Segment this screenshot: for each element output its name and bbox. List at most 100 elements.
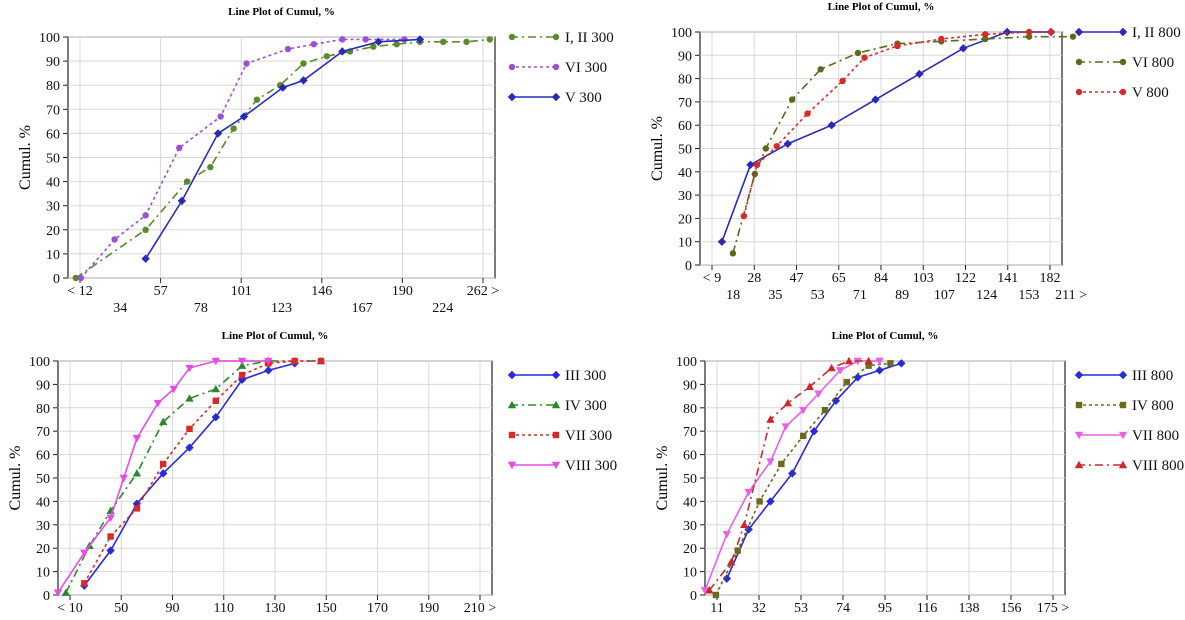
chart-2-xtick-label-lower: 153 — [1018, 288, 1039, 303]
chart-4-series-1-point — [809, 427, 819, 436]
chart-4-ytick-label: 60 — [683, 449, 697, 464]
chart-4-series-2-point — [778, 460, 785, 468]
chart-3-series-4 — [53, 357, 273, 597]
chart-1-series-3-point — [141, 254, 150, 263]
chart-3-legend-marker — [551, 461, 561, 470]
chart-3-series-3-point — [160, 460, 167, 468]
chart-3-ytick-label: 80 — [36, 402, 50, 417]
chart-1-ytick-label: 10 — [46, 248, 60, 263]
chart-4-series-3-point — [814, 390, 823, 398]
chart-4-series-1-point — [897, 359, 906, 368]
chart-1-legend-item: I, II 300 — [508, 30, 614, 46]
chart-2-svg: Line Plot of Cumul, % 0 10 20 30 40 50 60 70 80 90… — [649, 1, 1181, 303]
chart-panel-3: Line Plot of Cumul, % 0 10 20 30 40 50 60 70 80 90… — [0, 325, 625, 620]
chart-2-xtick-label: 103 — [913, 271, 934, 286]
chart-2-xtick-label-lower: 71 — [853, 288, 867, 303]
chart-4-ytick-label: 0 — [690, 589, 697, 604]
chart-4-series-3-line — [704, 360, 880, 591]
chart-2-legend-marker — [1075, 58, 1083, 66]
chart-1-legend-marker — [551, 92, 561, 102]
chart-2-series-2-point — [762, 145, 770, 152]
chart-2-xtick-label: < 9 — [703, 271, 721, 286]
chart-3-series-4-point — [264, 357, 273, 366]
chart-4-series-4-point — [726, 558, 736, 566]
chart-1-series-3-point — [239, 112, 249, 121]
chart-2-series-1-point — [827, 121, 836, 130]
chart-1-series-2-point — [243, 60, 250, 67]
chart-1-legend-item: VI 300 — [508, 60, 607, 76]
chart-4-xtick-label: 116 — [917, 601, 937, 616]
chart-2-ytick-label: 40 — [678, 166, 692, 181]
chart-3-ytick-label: 60 — [36, 449, 50, 464]
chart-4-ytick-label: 100 — [676, 355, 697, 370]
chart-4-legend-item: IV 800 — [1075, 398, 1174, 414]
chart-2-series-2-point — [1069, 33, 1077, 40]
chart-4-xtick-label: 32 — [752, 601, 766, 616]
chart-4-series-3-point — [781, 423, 790, 431]
chart-3-series-4-point — [211, 357, 221, 366]
chart-3-legend-marker — [507, 370, 517, 380]
chart-1-series-1-point — [230, 125, 237, 132]
chart-4-ytick-label: 40 — [683, 495, 697, 510]
chart-1-series-1-line — [75, 38, 490, 279]
chart-2-ytick-label: 50 — [678, 143, 692, 158]
chart-1-ytick-label: 60 — [46, 127, 60, 142]
chart-1-legend-item: V 300 — [507, 90, 602, 106]
chart-4-legend-item: VII 800 — [1074, 428, 1179, 444]
chart-3-ylabel: Cumul. % — [7, 446, 24, 511]
chart-1-series-1-point — [440, 38, 447, 46]
chart-4-ytick-label: 20 — [683, 542, 697, 557]
chart-1-ytick-label: 50 — [46, 152, 60, 167]
chart-2-series-1-point — [959, 44, 968, 53]
chart-2-series-2-point — [854, 49, 862, 57]
chart-3-svg: Line Plot of Cumul, % 0 10 20 30 40 50 60 70 80 90… — [7, 330, 617, 616]
chart-2-legend-item: VI 800 — [1075, 55, 1174, 71]
chart-4-series-2-point — [712, 591, 720, 599]
chart-2-ylabel: Cumul. % — [649, 116, 666, 181]
chart-2-xtick-label-lower: 211 > — [1055, 288, 1087, 303]
chart-2-ytick-label: 100 — [671, 26, 692, 41]
chart-1-xtick-label-lower: 34 — [113, 301, 127, 316]
chart-4-series-4-point — [805, 382, 814, 390]
chart-4-series-4-point — [766, 415, 775, 423]
chart-3-series-3-point — [238, 371, 246, 379]
chart-3-series-3-point — [133, 505, 141, 512]
chart-2-series-2-point — [982, 35, 989, 43]
chart-4-series-3-point — [744, 488, 753, 497]
chart-4-ylabel: Cumul. % — [654, 446, 671, 511]
chart-1-series-2-point — [284, 45, 292, 53]
chart-panel-1: Line Plot of Cumul, % 0 10 20 30 40 50 60 70 80 90… — [0, 0, 614, 316]
chart-1-series-1-point — [393, 41, 400, 48]
chart-4-series-3-point — [798, 406, 808, 415]
chart-4-series-2-point — [887, 360, 894, 367]
chart-panel-2: Line Plot of Cumul, % 0 10 20 30 40 50 60 70 80 90… — [645, 0, 1185, 303]
chart-3-ytick-label: 20 — [36, 542, 50, 557]
chart-4-series-3-point — [766, 458, 775, 466]
chart-2-xtick-label-lower: 107 — [934, 288, 955, 303]
chart-3-ytick-label: 100 — [29, 355, 50, 370]
chart-3-series-2-point — [61, 588, 71, 596]
chart-4-svg: Line Plot of Cumul, % 0 10 20 30 40 50 60 70 80 90… — [654, 330, 1184, 616]
chart-4-legend-item: III 800 — [1074, 368, 1173, 384]
chart-3-legend-marker — [507, 461, 517, 470]
chart-1-series-1-point — [300, 60, 307, 67]
chart-3-xtick-label: 170 — [367, 601, 388, 616]
chart-4-ytick-label: 80 — [683, 402, 697, 417]
chart-4-series-3-point — [700, 587, 710, 595]
chart-2-series-3-point — [1047, 28, 1055, 36]
chart-1-series-3-point — [177, 196, 187, 206]
chart-1-series-2-point — [362, 36, 369, 43]
chart-1-xtick-label: 190 — [392, 284, 413, 299]
chart-1-legend-label: I, II 300 — [565, 30, 614, 46]
chart-3-series-4-point — [185, 364, 194, 373]
chart-4-xtick-label: 53 — [794, 601, 808, 616]
chart-3-xtick-label: 150 — [316, 601, 337, 616]
chart-1-xtick-label: 146 — [311, 284, 332, 299]
chart-1-series-2-point — [77, 274, 85, 282]
chart-2-legend-item: I, II 800 — [1074, 25, 1181, 41]
chart-4-legend-label: VIII 800 — [1132, 458, 1184, 474]
chart-2-legend-label: V 800 — [1132, 85, 1169, 101]
chart-1-xtick-label: 101 — [231, 284, 252, 299]
chart-2-series-3-point — [804, 110, 811, 117]
chart-1-xtick-label-lower: 224 — [432, 301, 453, 316]
